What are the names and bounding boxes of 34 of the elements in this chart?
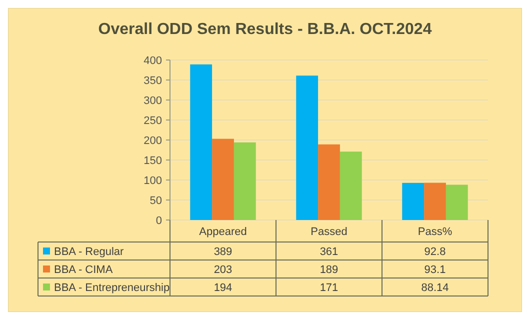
bar xyxy=(424,182,446,220)
data-label: 88.14 xyxy=(421,282,449,294)
x-tick-label: Appeared xyxy=(199,226,247,238)
y-tick-label: 350 xyxy=(144,74,162,87)
bar xyxy=(402,182,424,220)
bar xyxy=(296,76,318,220)
y-tick-label: 200 xyxy=(144,134,162,147)
data-label: 389 xyxy=(214,246,232,258)
data-label: 93.1 xyxy=(424,264,446,276)
bar xyxy=(318,144,340,220)
data-label: 92.8 xyxy=(424,246,446,258)
y-tick-label: 300 xyxy=(144,94,162,107)
y-tick-label: 400 xyxy=(144,54,162,67)
legend-label: BBA - Entrepreneurship xyxy=(54,282,170,294)
legend-label: BBA - Regular xyxy=(54,246,124,258)
data-label: 189 xyxy=(320,264,338,276)
data-label: 171 xyxy=(320,282,338,294)
legend-label: BBA - CIMA xyxy=(54,264,114,276)
x-tick-label: Pass% xyxy=(418,226,452,238)
y-tick-label: 0 xyxy=(156,214,162,227)
data-label: 203 xyxy=(214,264,232,276)
bar xyxy=(446,184,468,220)
data-label: 361 xyxy=(320,246,338,258)
y-tick-label: 150 xyxy=(144,154,162,167)
bar xyxy=(212,138,234,220)
bar xyxy=(234,142,256,220)
data-label: 194 xyxy=(214,282,232,294)
y-tick-label: 50 xyxy=(150,194,162,207)
y-tick-label: 250 xyxy=(144,114,162,127)
chart-title: Overall ODD Sem Results - B.B.A. OCT.2024 xyxy=(98,21,432,38)
bar xyxy=(190,64,212,220)
y-tick-label: 100 xyxy=(144,174,162,187)
bar xyxy=(340,152,362,220)
x-tick-label: Passed xyxy=(310,226,348,238)
